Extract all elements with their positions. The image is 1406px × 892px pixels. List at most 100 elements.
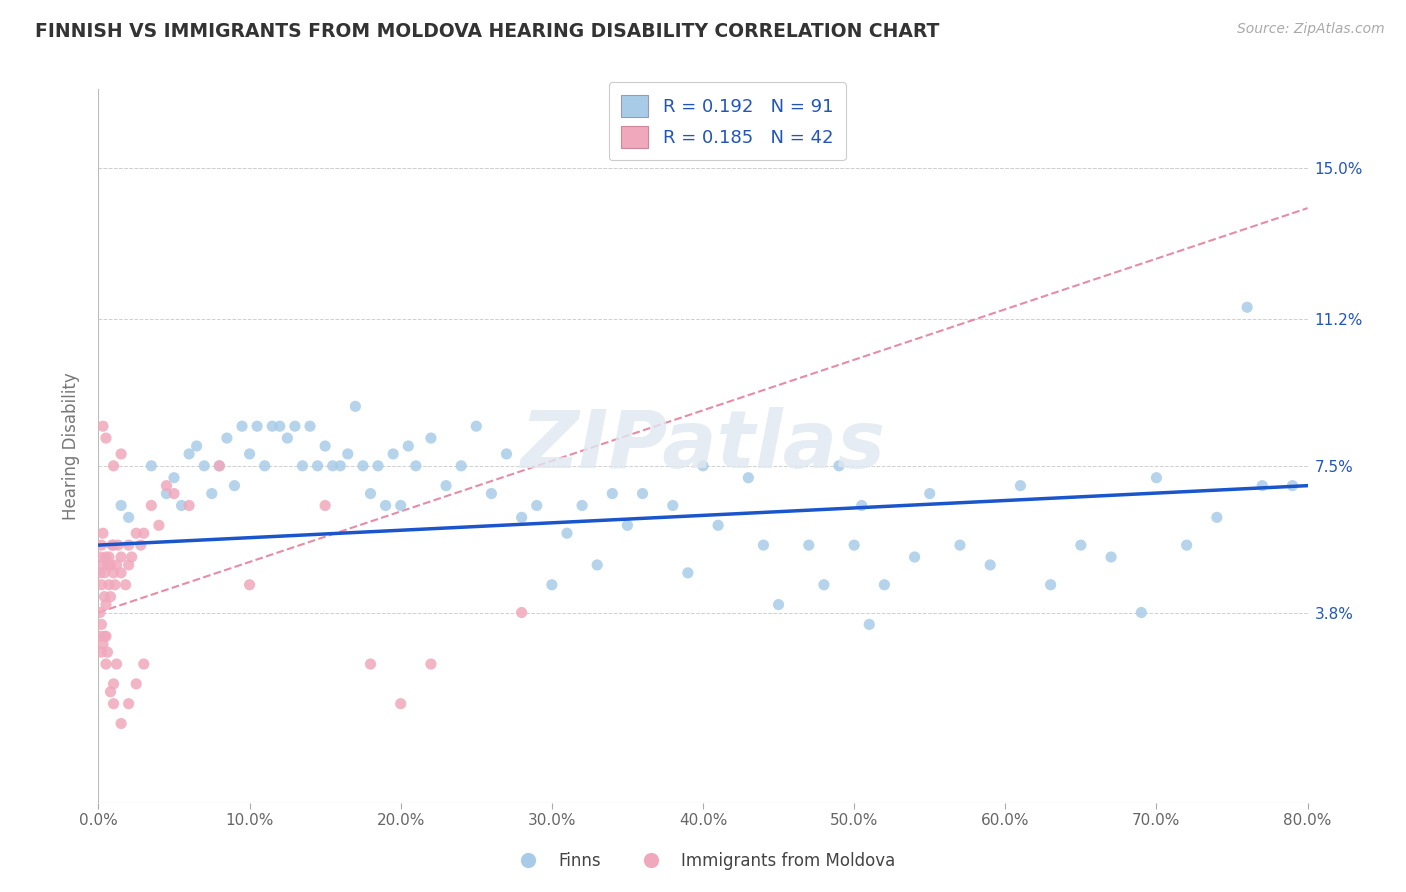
Point: [163, 471, 186, 485]
Point: [110, 716, 132, 731]
Point: [336, 447, 359, 461]
Point: [314, 499, 336, 513]
Point: [110, 447, 132, 461]
Point: [904, 549, 927, 564]
Point: [828, 458, 851, 473]
Point: [105, 657, 128, 671]
Point: [510, 510, 533, 524]
Point: [1130, 606, 1153, 620]
Point: [1281, 478, 1303, 492]
Point: [616, 518, 638, 533]
Point: [103, 697, 125, 711]
Point: [389, 697, 412, 711]
Point: [94, 598, 117, 612]
Point: [148, 518, 170, 533]
Point: [540, 578, 562, 592]
Legend: R = 0.192   N = 91, R = 0.185   N = 42: R = 0.192 N = 91, R = 0.185 N = 42: [609, 82, 846, 161]
Point: [100, 558, 122, 572]
Point: [208, 458, 231, 473]
Point: [110, 549, 132, 564]
Point: [420, 431, 443, 445]
Point: [307, 458, 329, 473]
Point: [555, 526, 578, 541]
Point: [1206, 510, 1229, 524]
Point: [737, 471, 759, 485]
Point: [360, 657, 382, 671]
Point: [329, 458, 352, 473]
Point: [90, 578, 112, 592]
Point: [1175, 538, 1198, 552]
Y-axis label: Hearing Disability: Hearing Disability: [62, 372, 80, 520]
Point: [118, 538, 141, 552]
Point: [352, 458, 374, 473]
Point: [465, 419, 488, 434]
Point: [367, 458, 389, 473]
Point: [526, 499, 548, 513]
Point: [93, 566, 115, 580]
Point: [253, 458, 276, 473]
Point: [918, 486, 941, 500]
Point: [752, 538, 775, 552]
Point: [269, 419, 291, 434]
Point: [389, 499, 412, 513]
Point: [949, 538, 972, 552]
Point: [89, 549, 111, 564]
Point: [94, 549, 117, 564]
Point: [93, 629, 115, 643]
Point: [141, 458, 163, 473]
Point: [676, 566, 699, 580]
Point: [100, 685, 122, 699]
Point: [93, 590, 115, 604]
Point: [510, 606, 533, 620]
Point: [450, 458, 472, 473]
Point: [1099, 549, 1122, 564]
Point: [291, 458, 314, 473]
Point: [98, 578, 121, 592]
Point: [434, 478, 457, 492]
Point: [118, 697, 141, 711]
Point: [132, 657, 155, 671]
Point: [90, 538, 112, 552]
Point: [110, 499, 132, 513]
Text: ZIPatlas: ZIPatlas: [520, 407, 886, 485]
Point: [1146, 471, 1168, 485]
Point: [797, 538, 820, 552]
Point: [322, 458, 344, 473]
Point: [141, 499, 163, 513]
Point: [858, 617, 880, 632]
Point: [170, 499, 193, 513]
Point: [239, 578, 262, 592]
Point: [163, 486, 186, 500]
Point: [344, 400, 367, 414]
Point: [103, 566, 125, 580]
Point: [114, 578, 136, 592]
Point: [873, 578, 896, 592]
Point: [193, 458, 215, 473]
Point: [186, 439, 208, 453]
Point: [125, 677, 148, 691]
Point: [89, 606, 111, 620]
Point: [299, 419, 322, 434]
Point: [246, 419, 269, 434]
Point: [631, 486, 654, 500]
Point: [101, 538, 124, 552]
Point: [90, 617, 112, 632]
Point: [103, 458, 125, 473]
Point: [129, 538, 152, 552]
Point: [89, 566, 111, 580]
Point: [94, 629, 117, 643]
Point: [851, 499, 873, 513]
Point: [118, 558, 141, 572]
Point: [231, 419, 253, 434]
Point: [405, 458, 427, 473]
Point: [1236, 300, 1258, 314]
Point: [1039, 578, 1062, 592]
Point: [125, 526, 148, 541]
Point: [661, 499, 683, 513]
Legend: Finns, Immigrants from Moldova: Finns, Immigrants from Moldova: [505, 846, 901, 877]
Point: [239, 447, 262, 461]
Point: [90, 645, 112, 659]
Point: [481, 486, 503, 500]
Point: [844, 538, 866, 552]
Point: [103, 538, 125, 552]
